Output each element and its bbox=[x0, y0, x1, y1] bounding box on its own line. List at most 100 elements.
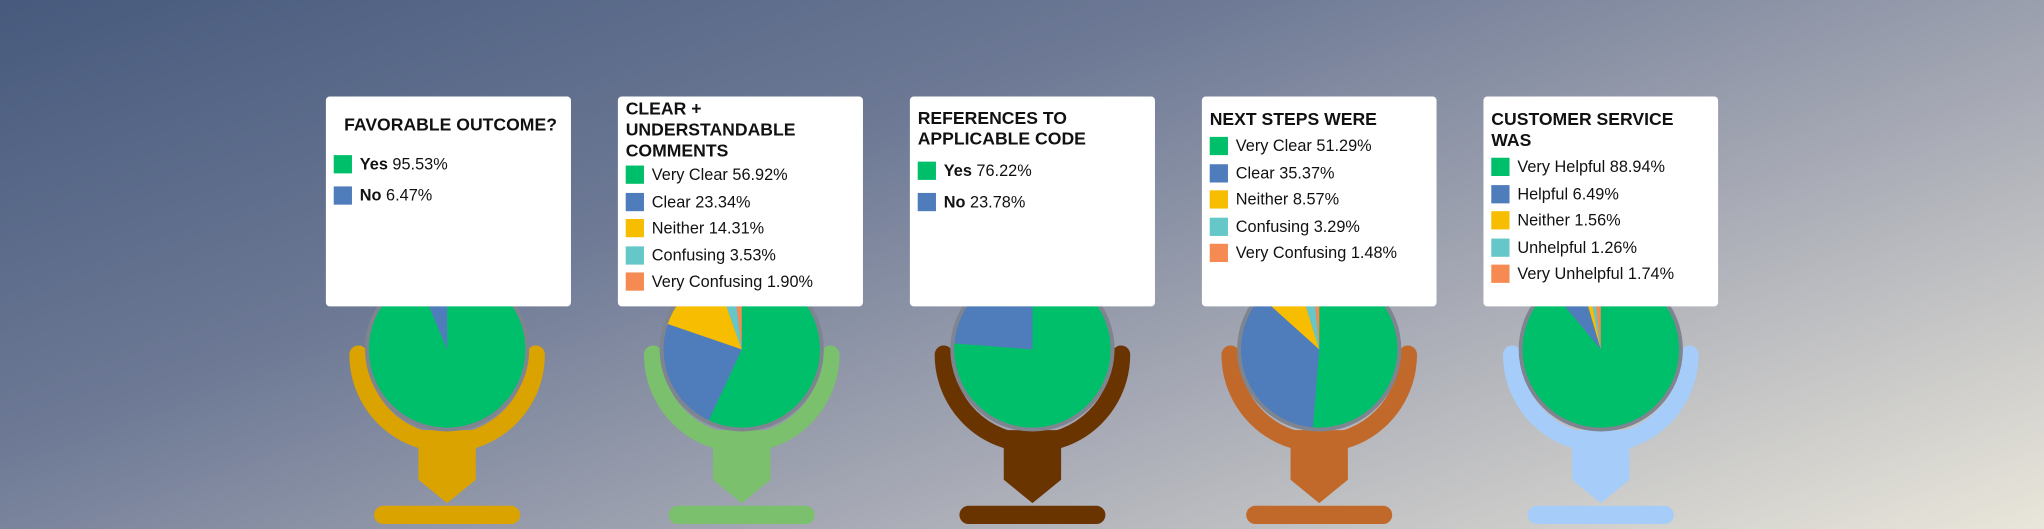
legend-item: Very Confusing 1.90% bbox=[625, 269, 855, 296]
pie-slice bbox=[667, 275, 742, 350]
legend-value: 3.29% bbox=[1313, 217, 1360, 236]
legend-value: 88.94% bbox=[1609, 158, 1666, 177]
legend-label: Neither bbox=[1235, 190, 1289, 209]
legend-item: No 23.78% bbox=[917, 186, 1147, 217]
legend-value: 3.53% bbox=[729, 246, 776, 265]
legend-item: Confusing 3.53% bbox=[625, 242, 855, 269]
card: FAVORABLE OUTCOME? Yes 95.53% No 6.47% bbox=[325, 96, 571, 307]
legend-swatch bbox=[625, 192, 644, 211]
legend-item: Helpful 6.49% bbox=[1491, 181, 1710, 208]
pie-slice bbox=[1312, 271, 1398, 428]
stand-stem bbox=[713, 430, 771, 504]
legend-label: Very Clear bbox=[651, 165, 728, 185]
legend-label: Neither bbox=[651, 219, 705, 238]
legend-item: Yes 95.53% bbox=[333, 149, 563, 180]
legend-label: Very Unhelpful bbox=[1517, 264, 1624, 284]
stand-stem bbox=[1003, 430, 1062, 504]
legend-swatch bbox=[1491, 238, 1510, 257]
legend-value: 23.34% bbox=[695, 192, 751, 211]
legend-value: 1.56% bbox=[1574, 211, 1621, 230]
legend-value: 23.78% bbox=[970, 192, 1026, 212]
legend-value: 56.92% bbox=[732, 165, 788, 185]
legend-label: Confusing bbox=[651, 246, 726, 265]
card: CLEAR + UNDERSTANDABLE COMMENTS Very Clea… bbox=[617, 96, 863, 307]
card-title: CLEAR + UNDERSTANDABLE COMMENTS bbox=[625, 99, 796, 161]
card-title: NEXT STEPS WERE bbox=[1209, 109, 1377, 130]
legend-label: Yes bbox=[359, 155, 388, 174]
legend-label: No bbox=[943, 192, 966, 212]
legend-label: Confusing bbox=[1235, 217, 1310, 236]
legend-value: 6.49% bbox=[1572, 184, 1619, 204]
legend-label: Very Confusing bbox=[651, 272, 763, 292]
legend-value: 1.48% bbox=[1350, 244, 1398, 263]
legend-item: Neither 1.56% bbox=[1491, 207, 1710, 234]
legend-label: Very Confusing bbox=[1235, 244, 1347, 263]
legend-item: Very Clear 51.29% bbox=[1209, 133, 1429, 160]
stand-stem bbox=[1572, 430, 1630, 504]
legend-item: Clear 23.34% bbox=[625, 188, 855, 215]
legend-label: No bbox=[359, 186, 382, 205]
stand-stem bbox=[418, 430, 476, 504]
legend-item: Unhelpful 1.26% bbox=[1491, 234, 1710, 261]
pie-slice bbox=[708, 271, 820, 428]
legend-item: Very Unhelpful 1.74% bbox=[1491, 261, 1710, 288]
stand-base bbox=[1527, 505, 1674, 525]
card-title: FAVORABLE OUTCOME? bbox=[344, 114, 557, 135]
stand-base bbox=[374, 505, 521, 525]
legend-value: 35.37% bbox=[1279, 163, 1335, 183]
legend-label: Very Helpful bbox=[1517, 158, 1606, 177]
legend-value: 1.90% bbox=[766, 272, 814, 292]
legend-swatch bbox=[1209, 244, 1228, 263]
legend-label: Neither bbox=[1517, 211, 1570, 230]
legend-label: Clear bbox=[1235, 163, 1275, 183]
legend-item: Very Helpful 88.94% bbox=[1491, 154, 1710, 181]
legend-item: Very Clear 56.92% bbox=[625, 162, 855, 189]
legend-swatch bbox=[333, 155, 352, 174]
legend-swatch bbox=[1491, 264, 1510, 284]
legend-swatch bbox=[1491, 184, 1510, 204]
legend-value: 6.47% bbox=[386, 186, 433, 205]
legend-value: 8.57% bbox=[1292, 190, 1340, 209]
stand-base bbox=[668, 505, 815, 525]
card: REFERENCES TO APPLICABLE CODE Yes 76.22% N… bbox=[909, 96, 1155, 307]
legend-swatch bbox=[625, 219, 644, 238]
legend-item: No 6.47% bbox=[333, 180, 563, 211]
legend-swatch bbox=[1209, 190, 1228, 209]
pie-slice bbox=[1240, 297, 1320, 428]
legend-swatch bbox=[1209, 137, 1228, 156]
legend-value: 76.22% bbox=[976, 161, 1032, 180]
legend-swatch bbox=[333, 186, 352, 205]
legend-item: Neither 8.57% bbox=[1209, 186, 1429, 213]
legend-label: Helpful bbox=[1517, 184, 1569, 204]
legend-item: Clear 35.37% bbox=[1209, 160, 1429, 187]
pie-slice bbox=[663, 323, 742, 421]
card: CUSTOMER SERVICE WAS Very Helpful 88.94% H… bbox=[1483, 96, 1719, 307]
legend-swatch bbox=[625, 272, 644, 292]
card-title: REFERENCES TO APPLICABLE CODE bbox=[917, 108, 1086, 149]
legend-swatch bbox=[1491, 211, 1510, 230]
legend-value: 95.53% bbox=[392, 155, 448, 174]
card-title: CUSTOMER SERVICE WAS bbox=[1491, 109, 1674, 150]
legend-value: 51.29% bbox=[1316, 137, 1372, 156]
legend-label: Yes bbox=[943, 161, 972, 180]
legend-value: 14.31% bbox=[708, 219, 765, 238]
legend-swatch bbox=[917, 192, 936, 212]
legend-item: Yes 76.22% bbox=[917, 155, 1147, 186]
legend-swatch bbox=[625, 246, 644, 265]
legend-swatch bbox=[1491, 158, 1510, 177]
legend-label: Unhelpful bbox=[1517, 238, 1587, 257]
legend-swatch bbox=[1209, 163, 1228, 183]
legend-swatch bbox=[1209, 217, 1228, 236]
stand-base bbox=[959, 505, 1106, 525]
legend-swatch bbox=[625, 165, 644, 185]
legend-value: 1.26% bbox=[1590, 238, 1637, 257]
stand-base bbox=[1246, 505, 1393, 525]
card: NEXT STEPS WERE Very Clear 51.29% Clear 35… bbox=[1201, 96, 1437, 307]
stand-stem bbox=[1290, 430, 1348, 504]
legend-item: Confusing 3.29% bbox=[1209, 213, 1429, 240]
legend-swatch bbox=[917, 161, 936, 180]
legend-label: Very Clear bbox=[1235, 137, 1312, 156]
legend-item: Very Confusing 1.48% bbox=[1209, 240, 1429, 267]
legend-value: 1.74% bbox=[1627, 264, 1675, 284]
